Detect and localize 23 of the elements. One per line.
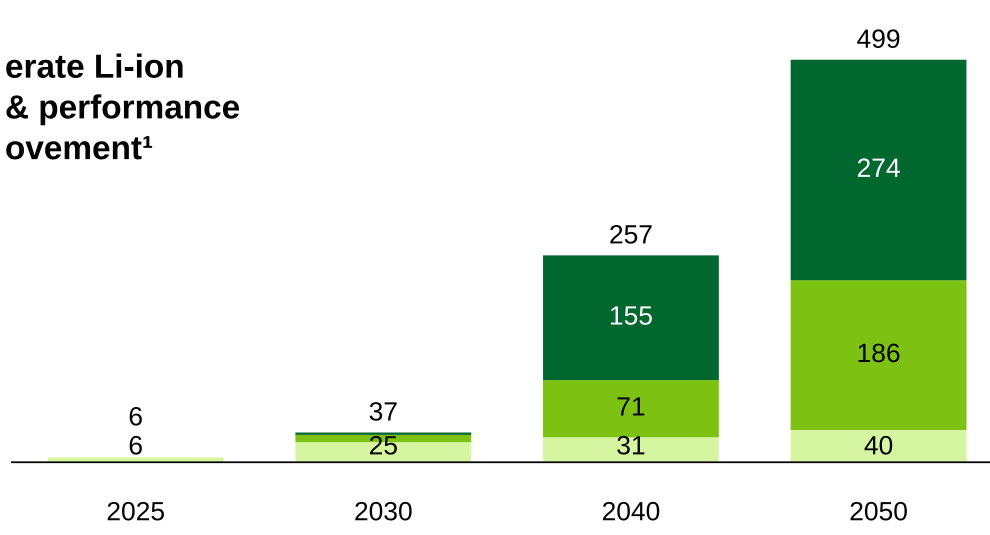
x-tick-label: 2025 xyxy=(108,502,164,521)
bar xyxy=(790,430,966,462)
data-label: 40 xyxy=(864,436,892,455)
bar xyxy=(295,432,472,435)
data-label: 274 xyxy=(858,158,900,177)
total-label: 499 xyxy=(857,29,900,48)
bar xyxy=(543,255,719,380)
bar xyxy=(790,60,966,280)
data-label: 31 xyxy=(617,436,644,455)
x-tick-label: 2040 xyxy=(602,502,660,521)
bar xyxy=(543,380,719,438)
x-tick-label: 2050 xyxy=(850,502,907,521)
bar xyxy=(543,437,719,462)
data-label: 186 xyxy=(858,344,900,362)
total-label: 37 xyxy=(370,402,397,421)
text: erate Li-ion & performance ovement¹ xyxy=(6,54,240,160)
total-label: 6 xyxy=(130,436,142,455)
data-label: 155 xyxy=(610,306,652,325)
x-tick-label: 2030 xyxy=(355,502,412,521)
data-label: 71 xyxy=(618,397,644,416)
total-label: 257 xyxy=(610,225,652,244)
data-label: 6 xyxy=(130,406,142,426)
bar xyxy=(790,280,966,430)
